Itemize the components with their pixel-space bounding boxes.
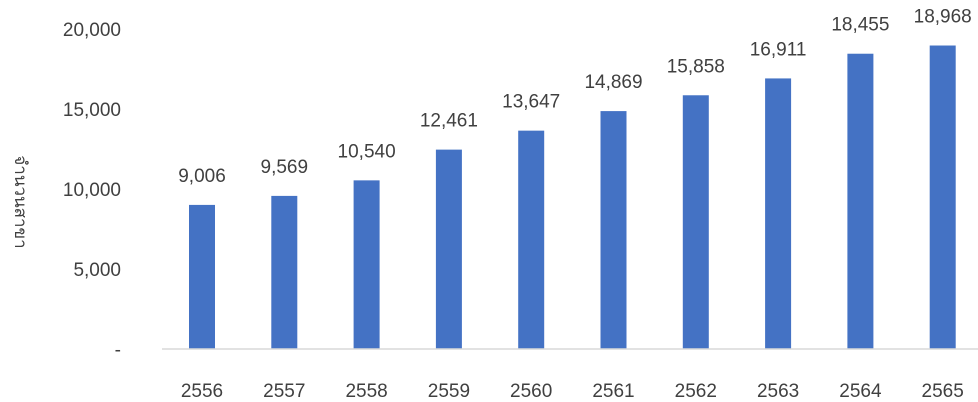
bar [765,78,792,349]
bar [847,53,874,349]
y-tick-label: 15,000 [63,100,121,121]
y-axis-title: จำนวนสาขา [10,155,30,248]
y-tick-label: 10,000 [63,180,121,201]
bar-value-label: 14,869 [584,72,642,93]
y-tick-label: 20,000 [63,20,121,41]
bar [682,95,709,349]
bar [600,111,627,349]
x-tick-label: 2563 [757,381,799,402]
bar [271,195,298,349]
bar [518,130,545,349]
x-tick-label: 2561 [592,381,634,402]
bar [435,149,462,349]
y-tick-label: 5,000 [73,260,121,281]
x-tick-label: 2564 [839,381,882,402]
bar-value-label: 12,461 [420,111,478,132]
bar-value-label: 13,647 [502,92,560,113]
bar [929,45,956,350]
y-tick-label: - [115,340,121,361]
x-tick-label: 2562 [675,381,717,402]
bar-value-label: 15,858 [667,56,725,77]
x-tick-label: 2558 [345,381,387,402]
bar-value-label: 16,911 [750,39,807,60]
bar-value-label: 9,569 [261,157,309,178]
bar-value-label: 18,968 [914,7,972,28]
x-tick-label: 2560 [510,381,552,402]
x-tick-label: 2556 [181,381,223,402]
y-axis-tick-labels: - 5,000 10,000 15,000 20,000 [63,20,121,361]
x-axis-tick-labels: 2556 2557 2558 2559 2560 2561 2562 2563 2564 2565 [181,381,964,402]
bar-value-label: 10,540 [338,141,396,162]
bar-value-label: 9,006 [178,166,226,187]
data-labels: 9,006 9,569 10,540 12,461 13,647 14,869 15,858… [178,7,972,187]
x-tick-label: 2559 [428,381,470,402]
bar [189,204,215,349]
bar-series [189,45,956,350]
bar [353,180,380,349]
x-tick-label: 2557 [263,381,305,402]
bar-value-label: 18,455 [831,15,889,36]
x-tick-label: 2565 [922,381,964,402]
